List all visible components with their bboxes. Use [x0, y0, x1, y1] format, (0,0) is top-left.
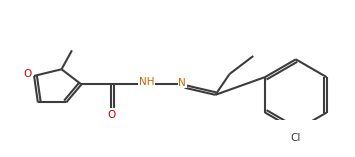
Text: N: N	[178, 78, 186, 87]
Text: O: O	[107, 110, 115, 120]
Text: Cl: Cl	[291, 133, 301, 143]
Text: NH: NH	[139, 77, 154, 87]
Text: O: O	[24, 70, 32, 79]
